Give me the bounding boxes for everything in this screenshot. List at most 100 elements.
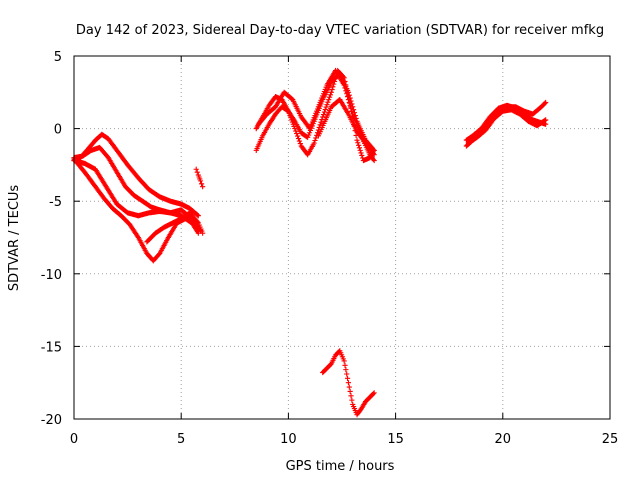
y-tick-label: -20 [41, 413, 62, 428]
data-point [320, 114, 326, 120]
data-point [371, 157, 377, 164]
data-point [194, 212, 201, 218]
y-tick-labels: 5 0 -5 -10 -15 -20 [41, 50, 62, 428]
data-point [194, 219, 201, 225]
data-point [370, 391, 376, 397]
chart-title: Day 142 of 2023, Sidereal Day-to-day VTE… [76, 23, 604, 38]
data-point [317, 122, 323, 128]
data-point [371, 390, 377, 396]
data-point [200, 184, 206, 190]
data-point [294, 133, 301, 139]
data-point [348, 105, 354, 111]
y-tick-label: -5 [49, 195, 62, 210]
data-point [542, 100, 548, 106]
data-point [293, 128, 299, 134]
data-point [311, 140, 317, 146]
data-point [325, 99, 331, 105]
data-point [327, 362, 334, 368]
data-point [349, 397, 355, 403]
data-point [322, 106, 328, 113]
data-point [193, 166, 199, 172]
series-pass-b4 [315, 96, 377, 158]
data-point [294, 130, 300, 137]
data-point [344, 371, 350, 377]
data-point [354, 137, 360, 143]
data-point [320, 111, 327, 118]
data-point [342, 85, 348, 91]
x-tick-label: 0 [70, 432, 78, 447]
data-point [328, 89, 334, 95]
plot-frame [73, 55, 611, 420]
data-point [324, 102, 330, 108]
data-point [371, 152, 377, 158]
data-point [346, 99, 352, 106]
series-pass-b3 [255, 67, 377, 164]
data-point [357, 407, 364, 413]
y-tick-label: -10 [41, 268, 62, 283]
data-point [292, 126, 298, 132]
data-point [370, 150, 376, 157]
data-point [346, 384, 352, 390]
data-point [296, 138, 303, 144]
data-point [348, 393, 354, 399]
data-point [198, 181, 205, 187]
data-point [343, 88, 349, 94]
data-point [359, 152, 365, 159]
data-point [197, 178, 204, 184]
data-point [345, 380, 352, 386]
data-point [344, 375, 351, 381]
y-tick-label: 0 [54, 123, 62, 138]
data-point [341, 358, 347, 364]
data-point [356, 145, 363, 151]
data-point [295, 135, 302, 142]
data-point [194, 169, 200, 175]
data-point [331, 78, 338, 85]
data-point [347, 388, 353, 395]
x-tick-labels: 0 5 10 15 20 25 [70, 432, 618, 447]
data-point [323, 104, 329, 110]
data-point [543, 121, 549, 127]
series-pass-d3 [465, 107, 549, 146]
data-point [357, 147, 363, 153]
y-tick-label: 5 [54, 50, 62, 65]
data-point [321, 109, 328, 115]
x-tick-label: 25 [602, 432, 619, 447]
data-point [329, 86, 335, 93]
y-axis-label: SDTVAR / TECUs [7, 185, 22, 292]
data-point [195, 213, 201, 219]
series-pass-a5 [144, 210, 206, 245]
data-point [358, 150, 364, 156]
data-point [156, 251, 162, 258]
data-point [344, 94, 351, 100]
series-pass-a1 [71, 131, 201, 219]
data-point [543, 99, 549, 106]
data-point [355, 140, 361, 146]
data-point [331, 81, 337, 87]
data-point [297, 140, 303, 147]
data-point [343, 367, 349, 373]
data-marks [71, 67, 549, 418]
data-point [330, 84, 336, 90]
data-point [326, 94, 333, 100]
data-point [326, 97, 332, 103]
x-tick-label: 15 [387, 432, 404, 447]
data-point [356, 142, 362, 148]
series-pass-a6 [193, 166, 206, 190]
x-tick-label: 10 [280, 432, 297, 447]
data-point [312, 137, 318, 144]
data-point [342, 362, 348, 368]
grid-lines [74, 56, 610, 419]
data-point [542, 117, 548, 124]
data-point [327, 92, 334, 98]
data-point [370, 156, 376, 162]
data-point [200, 230, 206, 236]
y-tick-label: -15 [41, 340, 62, 355]
x-tick-label: 20 [495, 432, 512, 447]
data-point [332, 76, 338, 82]
series-pass-c1 [320, 348, 377, 418]
x-axis-label: GPS time / hours [286, 459, 395, 474]
data-point [345, 96, 352, 103]
data-point [543, 117, 549, 123]
data-point [318, 119, 324, 125]
